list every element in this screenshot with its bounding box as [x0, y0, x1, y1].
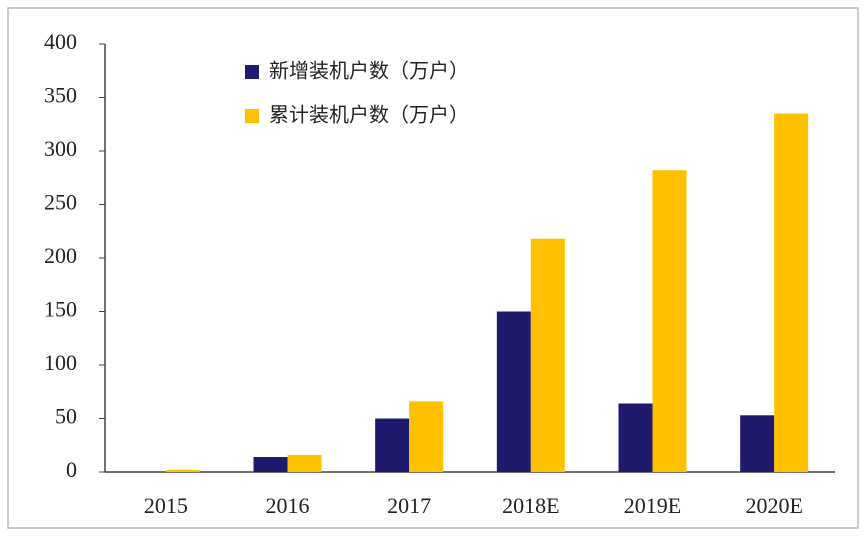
bar — [409, 401, 444, 472]
bar — [530, 238, 565, 472]
y-tick-label: 350 — [44, 83, 77, 108]
legend-label: 新增装机户数（万户） — [269, 59, 469, 83]
bar — [287, 454, 322, 472]
y-tick-label: 0 — [66, 457, 77, 482]
x-tick-label: 2016 — [266, 493, 310, 518]
x-tick-label: 2015 — [144, 493, 188, 518]
y-tick-label: 300 — [44, 136, 77, 161]
y-tick-label: 150 — [44, 297, 77, 322]
y-tick-label: 250 — [44, 190, 77, 215]
x-tick-label: 2019E — [624, 493, 681, 518]
bar — [253, 457, 288, 472]
y-tick-label: 100 — [44, 350, 77, 375]
legend-swatch — [245, 65, 259, 79]
bar — [652, 170, 687, 472]
y-tick-label: 50 — [55, 404, 77, 429]
bar — [496, 311, 531, 472]
x-tick-label: 2020E — [745, 493, 802, 518]
x-tick-label: 2017 — [387, 493, 431, 518]
y-tick-label: 200 — [44, 243, 77, 268]
bar — [774, 113, 809, 473]
bar — [375, 418, 410, 472]
legend-label: 累计装机户数（万户） — [269, 103, 469, 127]
legend-swatch — [245, 109, 259, 123]
bar — [165, 469, 200, 472]
x-tick-label: 2018E — [502, 493, 559, 518]
bar — [740, 415, 775, 472]
bar — [618, 403, 653, 472]
y-tick-label: 400 — [44, 29, 77, 54]
